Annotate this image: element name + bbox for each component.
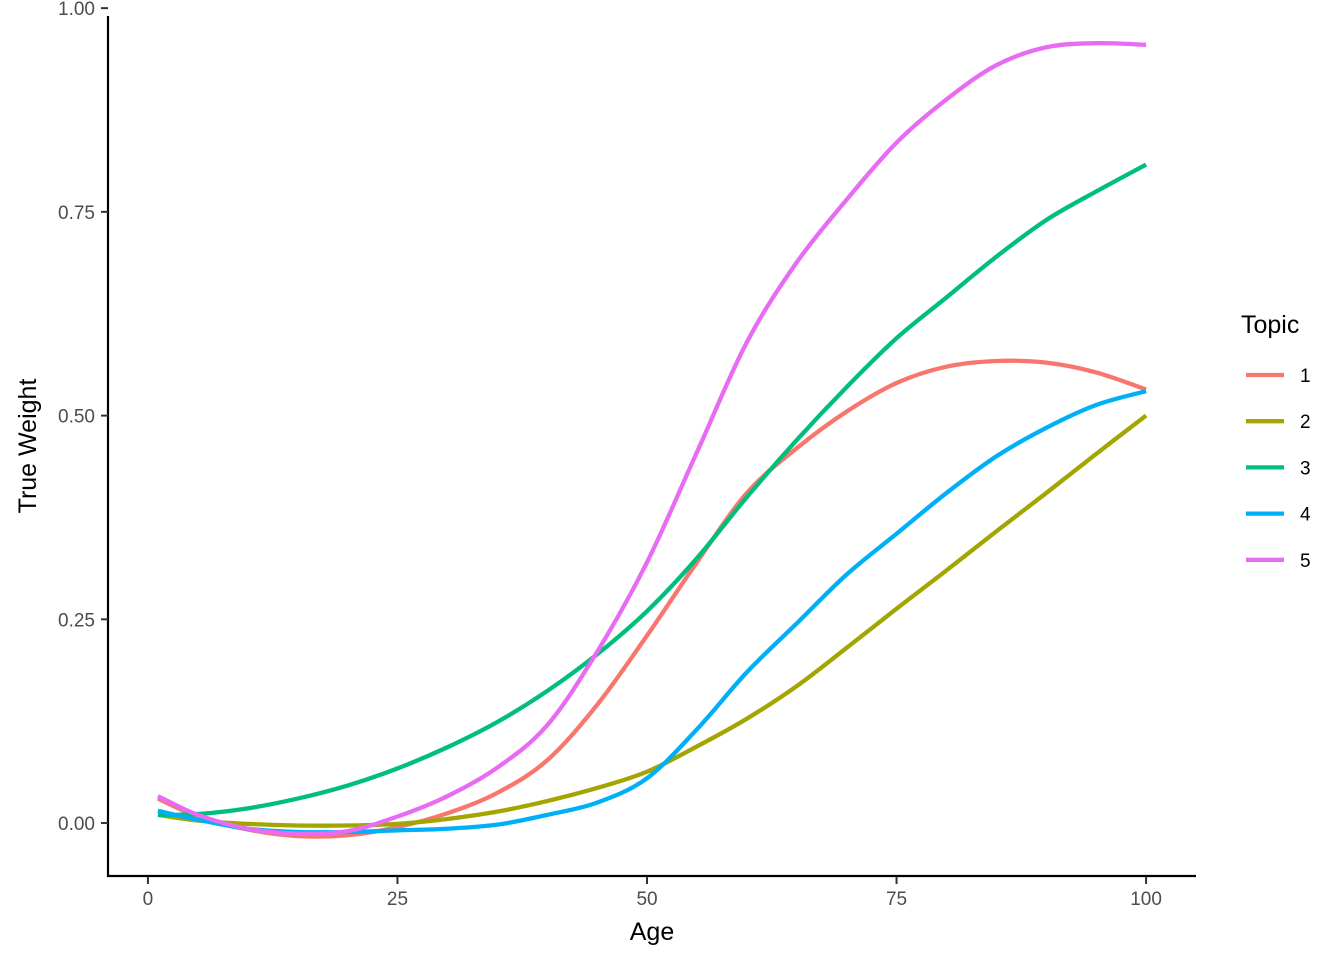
series-layer — [156, 40, 1148, 839]
legend: Topic 1 2 3 4 5 — [1241, 311, 1311, 572]
y-tick-label: 1.00 — [58, 0, 95, 20]
series-line-topic-5 — [156, 40, 1147, 836]
x-tick-label: 50 — [636, 889, 657, 910]
y-tick-label: 0.50 — [58, 407, 95, 428]
x-tick-label: 0 — [143, 889, 154, 910]
legend-label-topic-1: 1 — [1300, 366, 1311, 387]
y-axis-title: True Weight — [14, 379, 42, 514]
legend-items: 1 2 3 4 5 — [1246, 366, 1311, 572]
y-tick-label: 0.00 — [58, 814, 95, 835]
ticks-layer: 0 25 50 75 100 0.00 0.25 0.50 0.75 1.00 — [58, 0, 1162, 910]
legend-label-topic-5: 5 — [1300, 551, 1311, 572]
x-tick-label: 25 — [387, 889, 408, 910]
axes-layer — [106, 16, 1196, 878]
series-line-topic-4 — [157, 389, 1147, 835]
legend-label-topic-2: 2 — [1300, 412, 1311, 433]
legend-label-topic-3: 3 — [1300, 458, 1311, 479]
y-tick-label: 0.75 — [58, 203, 95, 224]
y-tick-label: 0.25 — [58, 610, 95, 631]
x-tick-label: 75 — [886, 889, 907, 910]
series-line-topic-3 — [157, 162, 1148, 818]
series-line-topic-1 — [157, 358, 1147, 839]
legend-label-topic-4: 4 — [1300, 505, 1311, 526]
legend-title: Topic — [1241, 311, 1299, 339]
x-tick-label: 100 — [1130, 889, 1162, 910]
x-axis-title: Age — [630, 918, 674, 946]
series-line-topic-2 — [157, 413, 1148, 828]
